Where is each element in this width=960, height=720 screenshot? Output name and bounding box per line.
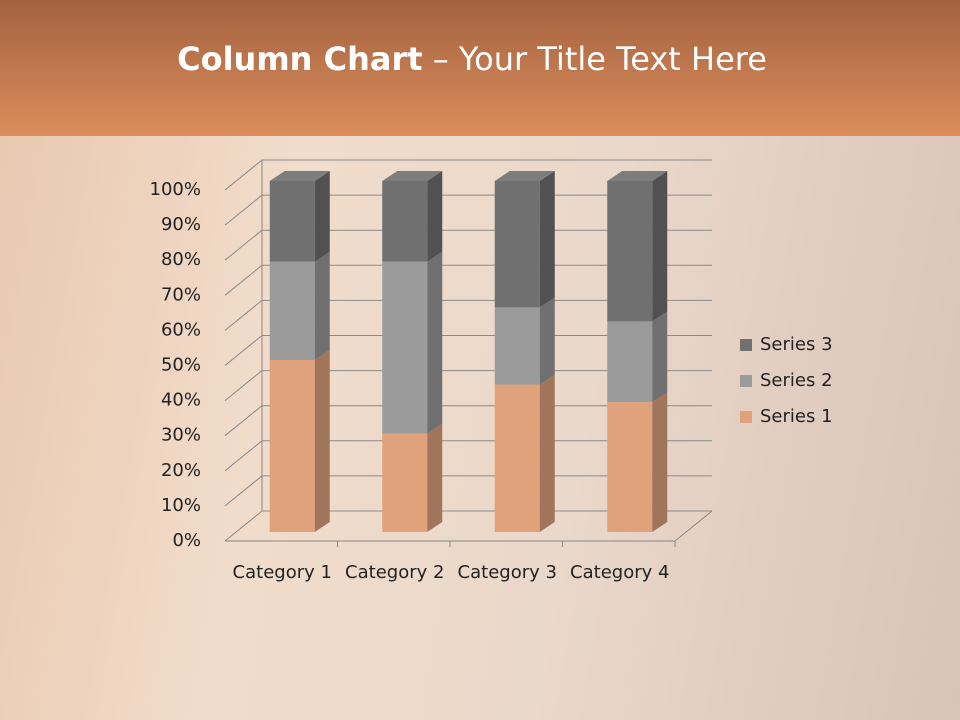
grid-line (224, 335, 712, 366)
bar-side (652, 392, 668, 532)
bar-side (652, 311, 668, 403)
bar-segment (494, 384, 540, 532)
bar-segment (382, 433, 428, 532)
title-bold: Column Chart (177, 40, 423, 78)
slide-title: Column Chart – Your Title Text Here (0, 40, 944, 78)
y-tick-label: 50% (161, 355, 201, 376)
x-tick-label: Category 4 (570, 562, 670, 583)
bar-side (314, 171, 330, 262)
y-tick-label: 0% (172, 530, 201, 551)
bar-side (427, 251, 443, 434)
bar-top (494, 171, 555, 181)
bar-segment (269, 360, 315, 532)
header-band (0, 0, 960, 136)
y-tick-label: 80% (161, 249, 201, 270)
title-rest: – Your Title Text Here (432, 40, 767, 78)
bar-segment (382, 261, 428, 434)
y-tick-label: 10% (161, 495, 201, 516)
bar-side (539, 297, 555, 385)
legend-swatch (740, 339, 752, 351)
bar-side (314, 251, 330, 361)
bar-top (382, 171, 443, 181)
bar-side (427, 423, 443, 532)
grid-line (224, 264, 712, 296)
bar-segment (494, 181, 540, 308)
grid-line (224, 405, 712, 437)
bar-segment (494, 307, 540, 385)
legend-label: Series 3 (760, 334, 833, 355)
bar-side (652, 171, 668, 322)
bar-segment (269, 261, 315, 361)
bar-segment (607, 402, 653, 532)
bar-segment (382, 181, 428, 262)
grid-line (224, 475, 712, 507)
grid-line (224, 299, 712, 331)
bar-side (427, 171, 443, 262)
y-tick-label: 40% (161, 390, 201, 411)
y-tick-label: 30% (161, 425, 201, 446)
grid-line (224, 370, 712, 401)
x-tick-label: Category 1 (232, 562, 332, 583)
bar-top (607, 171, 668, 181)
legend-label: Series 1 (760, 406, 833, 427)
y-tick-label: 20% (161, 460, 201, 481)
legend-swatch (740, 411, 752, 423)
legend-swatch (740, 375, 752, 387)
grid-line (224, 229, 712, 261)
bar-side (314, 350, 330, 532)
y-tick-label: 100% (150, 179, 201, 200)
grid-line (224, 440, 712, 472)
x-tick-label: Category 3 (457, 562, 557, 583)
legend-label: Series 2 (760, 370, 833, 391)
bar-side (539, 171, 555, 308)
bar-side (539, 374, 555, 532)
grid-line (224, 194, 712, 226)
bar-segment (607, 181, 653, 322)
grid-line (224, 159, 712, 191)
y-tick-label: 70% (161, 284, 201, 305)
y-tick-label: 60% (161, 319, 201, 340)
x-tick-label: Category 2 (345, 562, 445, 583)
bar-segment (269, 181, 315, 262)
bar-segment (607, 321, 653, 403)
bar-top (269, 171, 330, 181)
y-tick-label: 90% (161, 214, 201, 235)
grid-line (224, 510, 712, 542)
